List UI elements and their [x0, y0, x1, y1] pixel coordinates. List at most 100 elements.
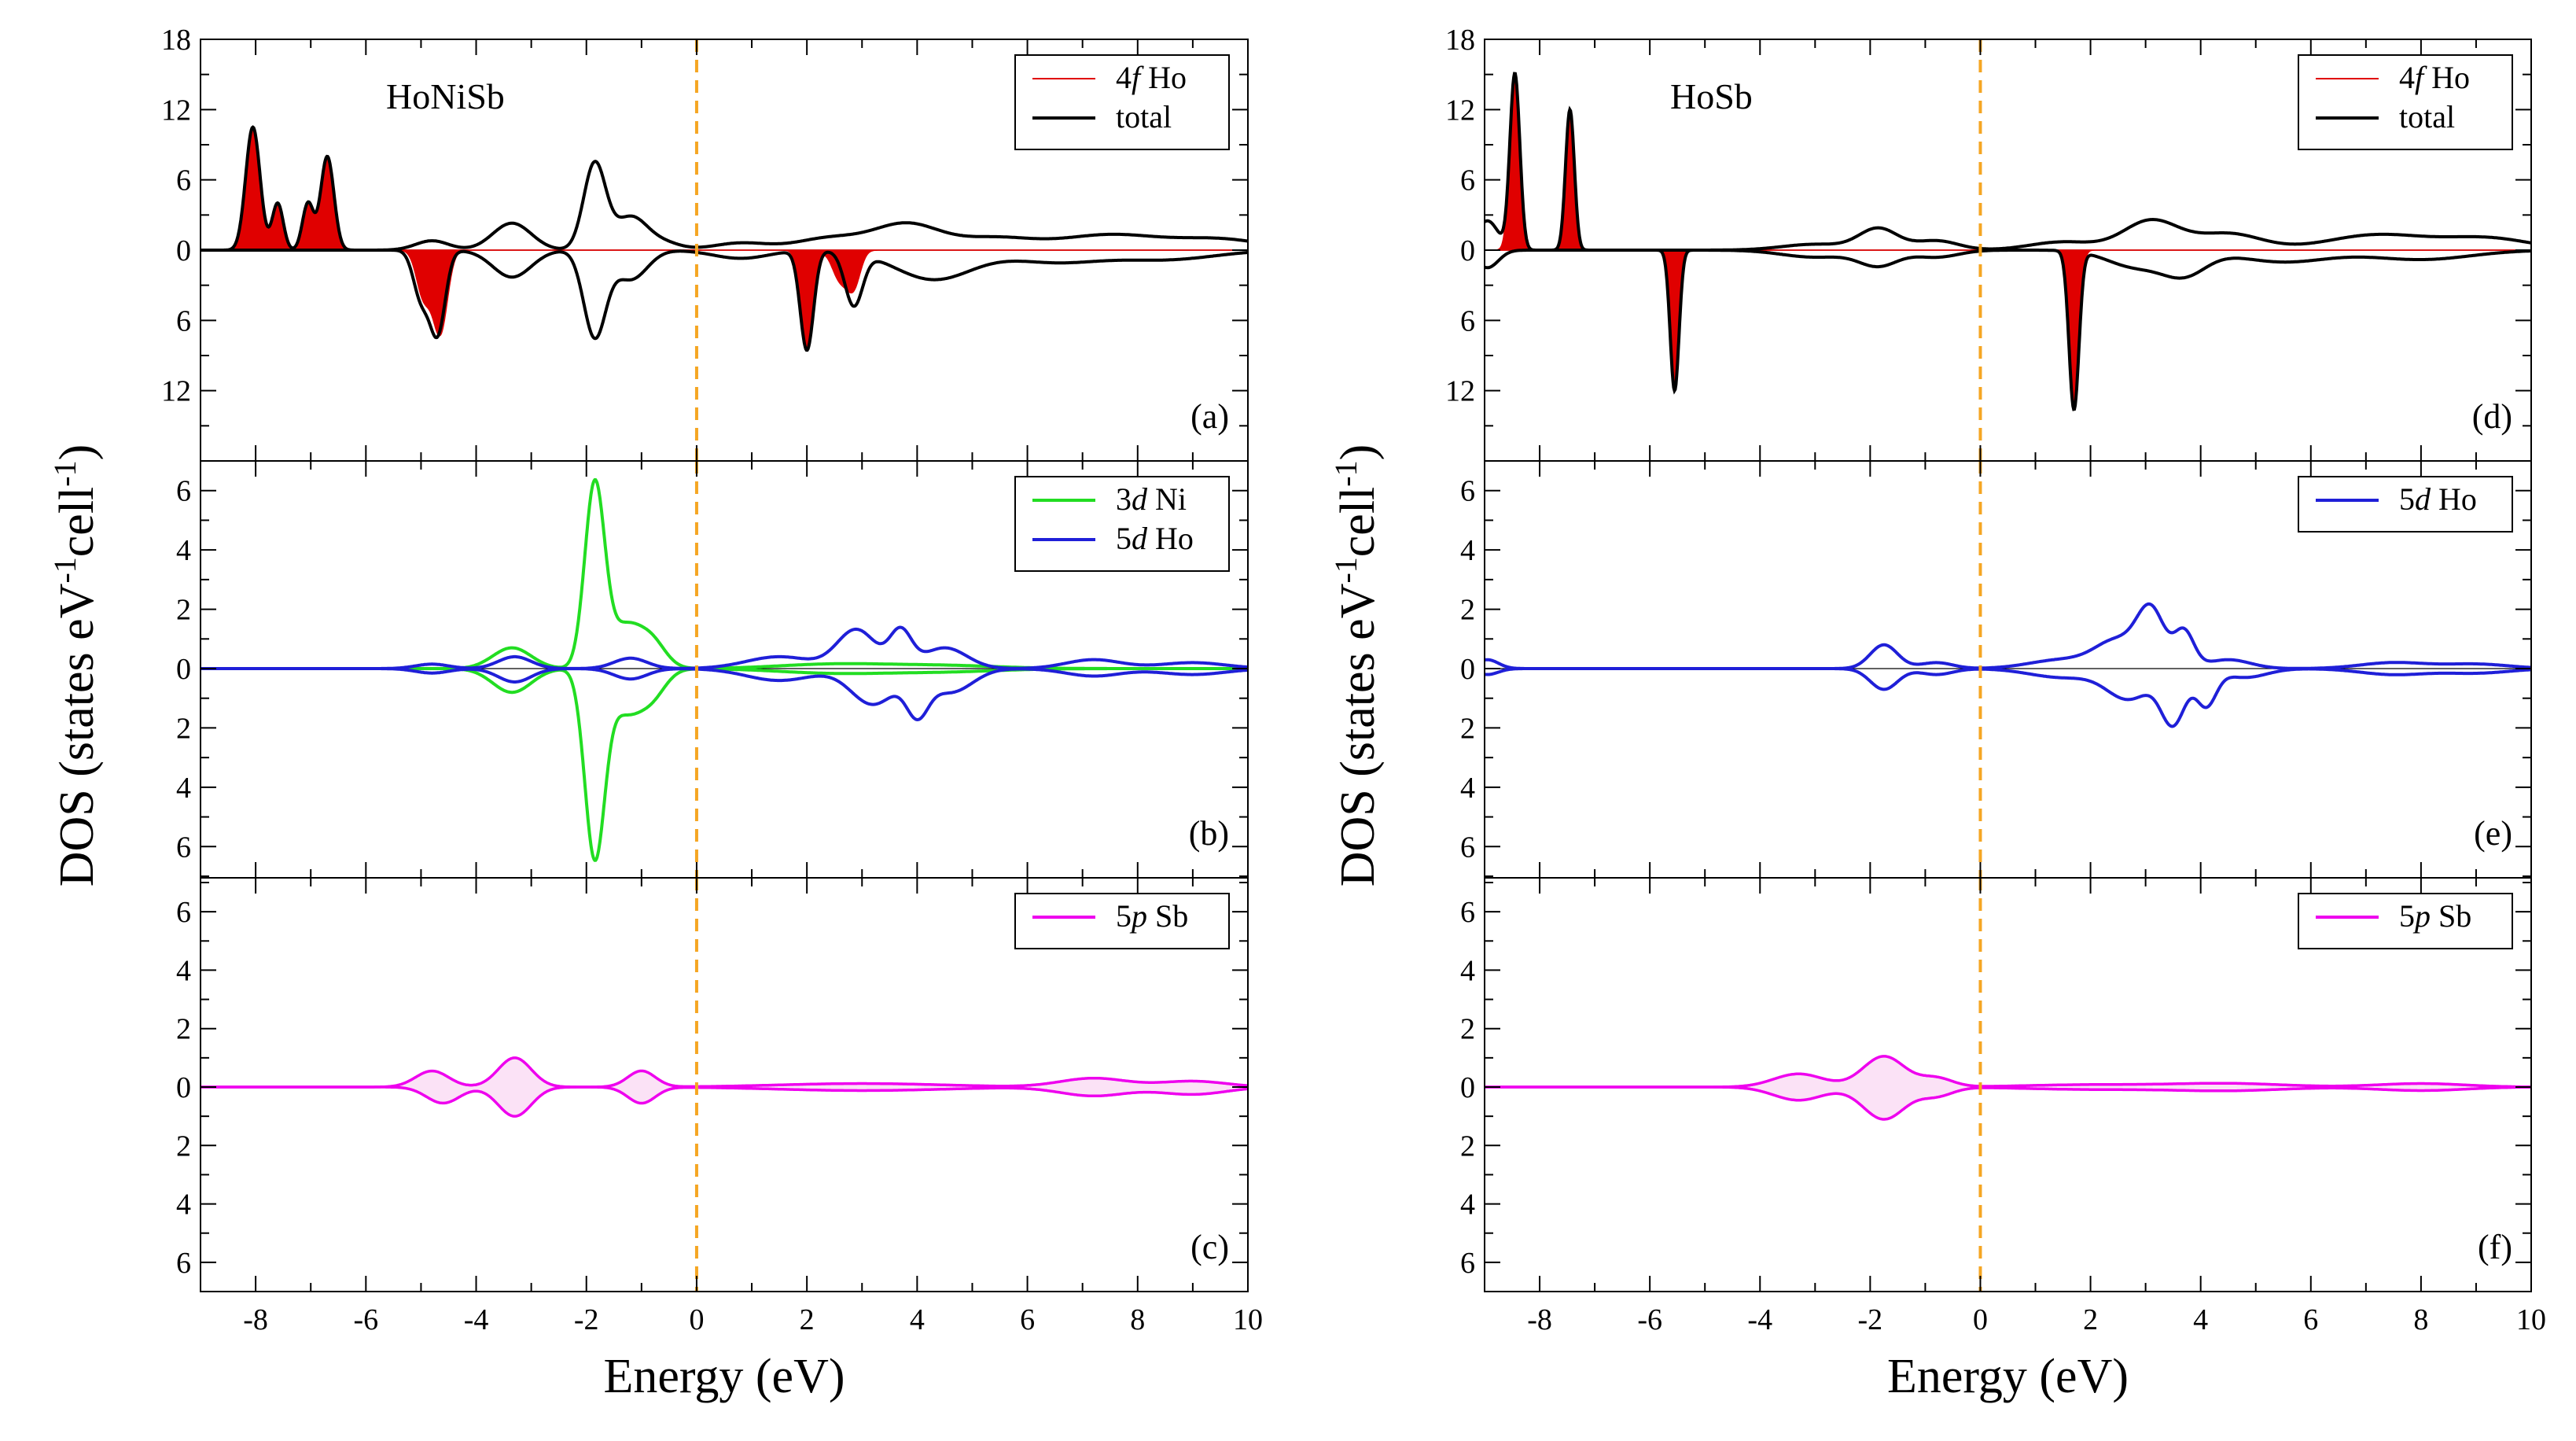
legend-orbital-n: 4 — [1116, 60, 1132, 95]
series-5d-ho-up — [201, 625, 1248, 670]
y-tick-label: 6 — [1460, 896, 1475, 929]
x-tick-label: 0 — [1973, 1303, 1988, 1336]
legend-orbital-n: 5 — [2399, 481, 2415, 517]
series-3d-ni-down — [201, 667, 1248, 862]
x-tick-label: 8 — [1130, 1303, 1145, 1336]
plot-area — [201, 125, 1248, 352]
y-axis-title-exp2: -1 — [1328, 460, 1363, 486]
series-total-down — [201, 249, 1248, 352]
legend-orbital-n: 5 — [2399, 898, 2415, 934]
y-tick-label: 12 — [161, 375, 191, 408]
y-tick-label: 6 — [176, 304, 191, 337]
y-tick-label: 2 — [1460, 1130, 1475, 1163]
y-tick-label: 2 — [1460, 594, 1475, 627]
panel-c: 6 4 2 0 2 4 6 (c) 5p Sb — [176, 877, 1249, 1292]
y-tick-label: 6 — [1460, 164, 1475, 197]
legend-orbital-l: p — [2412, 898, 2431, 934]
x-tick-label: -4 — [464, 1303, 489, 1336]
y-tick-label: 4 — [1460, 772, 1475, 805]
panel-b: 6 4 2 0 2 4 6 (b) 3d Ni 5d Ho — [176, 460, 1249, 879]
legend-label: total — [2399, 99, 2455, 135]
series-5p-sb-up-fill — [1485, 1056, 2531, 1087]
y-tick-label: 12 — [1445, 375, 1475, 408]
panel-tag: (f) — [2478, 1228, 2512, 1266]
legend-box — [2298, 893, 2513, 949]
legend: 3d Ni 5d Ho — [1014, 476, 1230, 572]
x-tick-label: 2 — [800, 1303, 815, 1336]
x-tick-label: 0 — [689, 1303, 704, 1336]
y-tick-label: 6 — [1460, 304, 1475, 337]
legend: 4f Ho total — [2298, 54, 2513, 150]
x-tick-label: -6 — [353, 1303, 378, 1336]
series-5d-ho-down — [201, 667, 1248, 722]
legend-atom: Ho — [1155, 521, 1194, 556]
panel-tag: (c) — [1190, 1228, 1229, 1266]
x-tick-label: 6 — [2303, 1303, 2318, 1336]
plot-area — [201, 478, 1248, 862]
y-tick-label: 6 — [176, 896, 191, 929]
legend-orbital-l: p — [1129, 898, 1147, 934]
panel-tag: (b) — [1189, 814, 1229, 853]
y-tick-label: 0 — [176, 653, 191, 686]
y-tick-label: 12 — [1445, 94, 1475, 127]
legend-label: 5p Sb — [1116, 898, 1188, 934]
legend-orbital-n: 4 — [2399, 60, 2415, 95]
series-5p-sb-down-fill — [1485, 1087, 2531, 1119]
y-tick-label: 6 — [1460, 1247, 1475, 1280]
legend-atom: Ho — [2438, 481, 2477, 517]
plot-area — [1485, 1055, 2531, 1121]
series-5p-sb-down — [201, 1085, 1248, 1118]
plot-area — [201, 1056, 1248, 1118]
system-label: HoNiSb — [386, 76, 505, 116]
series-5d-ho-down — [1485, 667, 2531, 728]
y-tick-label: 2 — [1460, 712, 1475, 745]
x-tick-label: 6 — [1020, 1303, 1035, 1336]
y-tick-label: 0 — [1460, 653, 1475, 686]
legend-label: 3d Ni — [1116, 481, 1187, 517]
y-tick-label: 6 — [176, 831, 191, 864]
x-tick-label: 8 — [2413, 1303, 2428, 1336]
y-tick-label: 2 — [176, 1013, 191, 1046]
legend-atom: Sb — [2438, 898, 2471, 934]
y-axis-title: DOS (states eV-1cell-1) — [47, 444, 104, 887]
series-5p-sb-down-fill — [201, 1087, 1248, 1117]
panel-tag: (e) — [2474, 814, 2512, 853]
y-axis-title: DOS (states eV-1cell-1) — [1328, 444, 1385, 887]
legend: 5p Sb — [2298, 893, 2513, 949]
legend-atom: Ho — [1148, 60, 1187, 95]
x-tick-label: -2 — [574, 1303, 599, 1336]
series-4f-ho-down-fill — [201, 249, 1248, 351]
y-axis-title-exp2: -1 — [47, 460, 83, 486]
y-tick-label: 4 — [176, 954, 191, 987]
y-axis-title-main: DOS (states eV — [50, 583, 104, 886]
y-axis-title-main: DOS (states eV — [1331, 583, 1385, 886]
y-tick-label: 0 — [176, 234, 191, 267]
x-tick-label: 4 — [910, 1303, 925, 1336]
series-5p-sb-down — [1485, 1085, 2531, 1121]
y-tick-label: 6 — [176, 475, 191, 508]
panel-tag: (d) — [2472, 397, 2512, 436]
x-tick-label: -6 — [1637, 1303, 1662, 1336]
y-tick-label: 4 — [1460, 1189, 1475, 1222]
y-axis-title-end: ) — [50, 444, 104, 461]
legend-label: total — [1116, 99, 1172, 135]
legend-orbital-n: 5 — [1116, 898, 1132, 934]
legend-orbital-l: d — [1132, 481, 1148, 517]
legend-box — [1014, 54, 1230, 150]
y-axis-title-exp1: -1 — [47, 557, 83, 583]
y-tick-label: 6 — [176, 1247, 191, 1280]
legend-box — [1014, 893, 1230, 949]
legend-orbital-n: 3 — [1116, 481, 1132, 517]
plot-area — [1485, 72, 2531, 411]
y-tick-label: 4 — [176, 1189, 191, 1222]
legend-box — [2298, 54, 2513, 150]
legend-label: 4f Ho — [1116, 60, 1187, 95]
y-tick-label: 0 — [1460, 234, 1475, 267]
y-tick-label: 6 — [1460, 831, 1475, 864]
panel-d: 18 12 6 0 6 12 (d) HoSb 4f Ho total — [1445, 24, 2532, 462]
x-tick-label: 10 — [2516, 1303, 2546, 1336]
y-axis-title-mid: cell — [50, 487, 104, 558]
y-tick-label: 12 — [161, 94, 191, 127]
series-5p-sb-up — [1485, 1055, 2531, 1089]
x-tick-label: -4 — [1747, 1303, 1772, 1336]
